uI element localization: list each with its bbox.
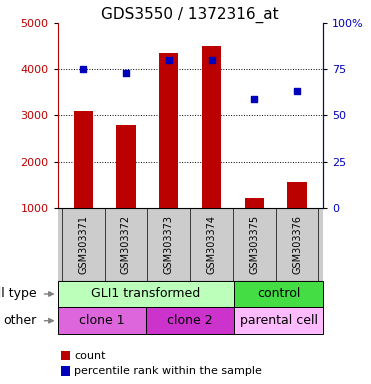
- Text: GSM303375: GSM303375: [249, 215, 259, 274]
- Text: clone 1: clone 1: [79, 314, 125, 327]
- Bar: [73, 111, 93, 208]
- Bar: [245, 199, 264, 208]
- Bar: [159, 53, 178, 208]
- Bar: [234, 281, 323, 307]
- Text: GSM303373: GSM303373: [164, 215, 174, 274]
- Point: [209, 57, 214, 63]
- Bar: [234, 307, 323, 334]
- Point: [123, 70, 129, 76]
- Text: GLI1 transformed: GLI1 transformed: [91, 288, 201, 301]
- Point: [251, 96, 257, 102]
- Text: cell type: cell type: [0, 288, 36, 301]
- Point: [294, 88, 300, 94]
- Text: percentile rank within the sample: percentile rank within the sample: [74, 366, 262, 376]
- Bar: [58, 307, 146, 334]
- Bar: [116, 125, 135, 208]
- Bar: [58, 281, 234, 307]
- Text: GSM303371: GSM303371: [78, 215, 88, 274]
- Point: [166, 57, 172, 63]
- Point: [80, 66, 86, 72]
- Bar: [146, 307, 234, 334]
- Text: clone 2: clone 2: [167, 314, 213, 327]
- Text: GSM303372: GSM303372: [121, 215, 131, 274]
- Bar: [288, 182, 307, 208]
- Text: GSM303374: GSM303374: [207, 215, 217, 274]
- Text: control: control: [257, 288, 300, 301]
- Text: GSM303376: GSM303376: [292, 215, 302, 274]
- Text: count: count: [74, 351, 106, 361]
- Bar: [202, 46, 221, 208]
- Text: other: other: [3, 314, 36, 327]
- Text: parental cell: parental cell: [240, 314, 318, 327]
- Title: GDS3550 / 1372316_at: GDS3550 / 1372316_at: [101, 7, 279, 23]
